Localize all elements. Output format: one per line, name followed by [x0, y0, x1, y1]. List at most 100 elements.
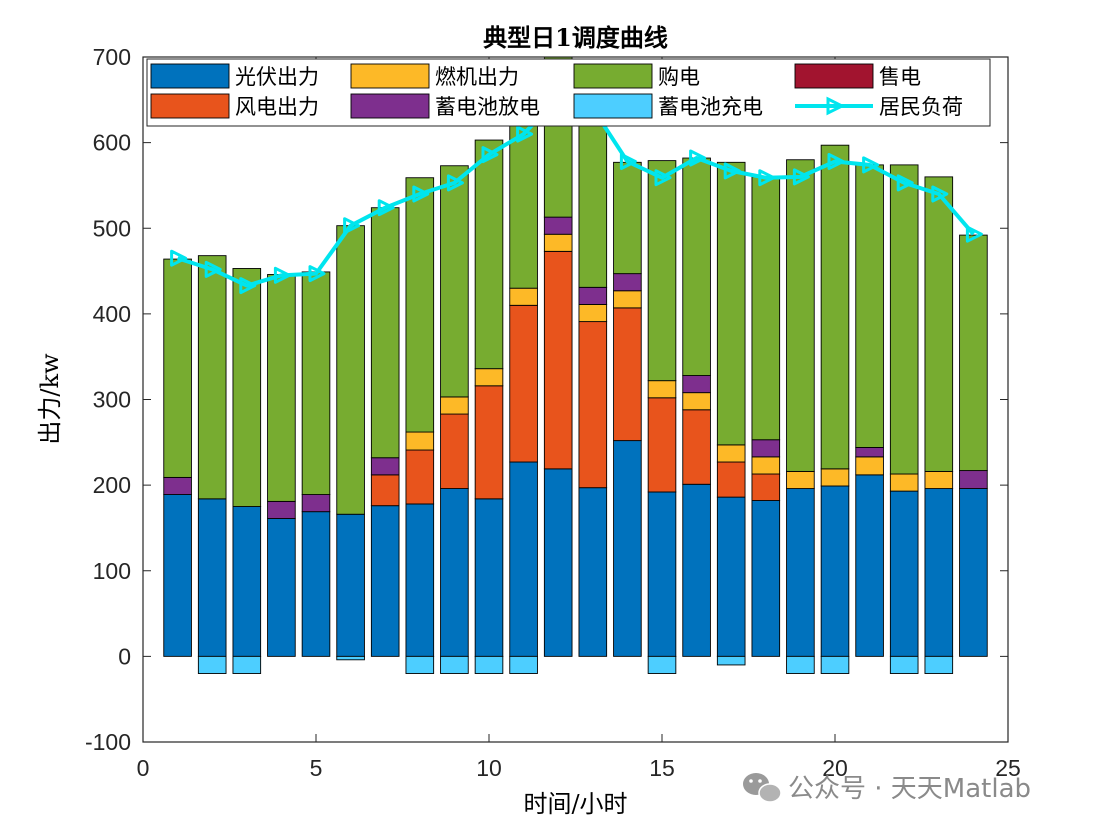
legend-label: 售电 [879, 65, 921, 89]
bar-purchase-h2 [197, 255, 227, 500]
bar-pv-h11 [509, 461, 538, 657]
bar-battery-charge-h11 [509, 655, 538, 674]
legend-swatch [150, 63, 230, 89]
legend-label: 蓄电池放电 [435, 95, 540, 119]
bar-pv-h14 [613, 440, 642, 657]
bar-purchase-h1 [163, 258, 192, 478]
x-tick-label: 10 [476, 755, 502, 781]
y-axis-title: 出力/kw [36, 353, 64, 445]
load-marker-h2 [204, 260, 222, 278]
load-marker-h21 [862, 156, 880, 174]
legend-label: 光伏出力 [235, 65, 319, 89]
x-tick-label: 0 [137, 755, 150, 781]
bar-battery-charge-h8 [405, 655, 435, 674]
x-axis-title: 时间/小时 [523, 790, 627, 818]
bar-gas-turbine-h14 [613, 290, 642, 309]
bar-battery-charge-h19 [786, 655, 815, 674]
legend-swatch [150, 93, 230, 119]
bar-pv-h1 [163, 494, 192, 657]
bar-wind-h16 [682, 409, 711, 485]
bar-gas-turbine-h15 [647, 380, 677, 399]
bar-purchase-h9 [440, 165, 469, 398]
bar-pv-h24 [959, 488, 988, 657]
bar-purchase-h3 [232, 268, 262, 507]
bar-gas-turbine-h13 [578, 304, 608, 323]
bar-purchase-h22 [889, 164, 919, 475]
bar-pv-h9 [440, 488, 469, 657]
load-marker-h3 [239, 277, 257, 295]
bar-wind-h17 [716, 461, 746, 498]
bar-battery-charge-h9 [440, 655, 469, 674]
bar-battery-charge-h15 [647, 655, 677, 674]
legend-item-gas-turbine[interactable]: 燃机出力 [350, 63, 519, 89]
bar-pv-h19 [786, 488, 815, 657]
bar-battery-charge-h17 [716, 655, 746, 666]
legend-swatch [350, 93, 430, 119]
bar-pv-h13 [578, 487, 608, 657]
bar-pv-h5 [301, 511, 331, 657]
bar-purchase-h21 [855, 164, 884, 448]
bar-pv-h7 [370, 505, 400, 657]
bar-pv-h20 [820, 485, 850, 657]
legend-box [146, 58, 991, 127]
legend-label: 购电 [658, 65, 700, 89]
bar-purchase-h23 [924, 176, 954, 472]
legend-item-residential-load[interactable]: 居民负荷 [795, 95, 963, 119]
load-marker-h16 [689, 149, 707, 167]
bar-pv-h8 [405, 503, 435, 657]
y-tick-label: -100 [85, 729, 131, 755]
legend-item-purchase[interactable]: 购电 [573, 63, 700, 89]
bar-wind-h11 [509, 304, 538, 463]
bar-purchase-h17 [716, 161, 746, 446]
y-tick-label: 200 [93, 472, 131, 498]
bar-pv-h15 [647, 491, 677, 657]
bar-pv-h23 [924, 488, 954, 657]
legend-marker [826, 96, 846, 116]
bar-battery-charge-h3 [232, 655, 262, 674]
x-tick-label: 5 [310, 755, 323, 781]
legend-item-wind[interactable]: 风电出力 [150, 93, 319, 119]
load-marker-h1 [170, 249, 188, 267]
bar-purchase-h19 [786, 159, 815, 472]
load-marker-h18 [758, 169, 776, 187]
bar-battery-discharge-h7 [370, 457, 400, 476]
load-marker-h17 [723, 162, 741, 180]
y-tick-label: 500 [93, 215, 131, 241]
bar-purchase-h4 [267, 274, 296, 502]
y-tick-label: 300 [93, 387, 131, 413]
bar-pv-h10 [474, 498, 504, 657]
bar-gas-turbine-h9 [440, 396, 469, 415]
bar-wind-h18 [751, 473, 781, 501]
bar-purchase-h6 [336, 225, 365, 515]
load-marker-h8 [412, 185, 430, 203]
bar-gas-turbine-h17 [716, 444, 746, 463]
bar-battery-discharge-h12 [543, 216, 573, 235]
x-tick-label: 15 [649, 755, 675, 781]
legend-item-battery-charge[interactable]: 蓄电池充电 [573, 93, 763, 119]
bar-pv-h22 [889, 490, 919, 657]
watermark: 公众号 · 天天Matlab [743, 773, 1031, 804]
load-marker-h22 [896, 174, 914, 192]
legend-item-pv[interactable]: 光伏出力 [150, 63, 319, 89]
bar-wind-h9 [440, 413, 469, 489]
bar-battery-charge-h10 [474, 655, 504, 674]
bar-pv-h6 [336, 513, 365, 657]
load-marker-h10 [481, 146, 499, 164]
bar-wind-h14 [613, 307, 642, 442]
legend-swatch [350, 63, 430, 89]
legend-swatch [573, 63, 653, 89]
bar-battery-discharge-h4 [267, 500, 296, 519]
bar-gas-turbine-h8 [405, 431, 435, 451]
bar-battery-charge-h20 [820, 655, 850, 674]
bar-wind-h7 [370, 474, 400, 507]
bar-gas-turbine-h22 [889, 473, 919, 492]
load-marker-h24 [965, 225, 983, 243]
legend-label: 蓄电池充电 [658, 95, 763, 119]
bar-battery-discharge-h21 [855, 447, 884, 458]
legend-item-sale[interactable]: 售电 [794, 63, 921, 89]
bar-gas-turbine-h23 [924, 470, 954, 490]
load-marker-h6 [343, 217, 361, 235]
legend-item-battery-discharge[interactable]: 蓄电池放电 [350, 93, 540, 119]
